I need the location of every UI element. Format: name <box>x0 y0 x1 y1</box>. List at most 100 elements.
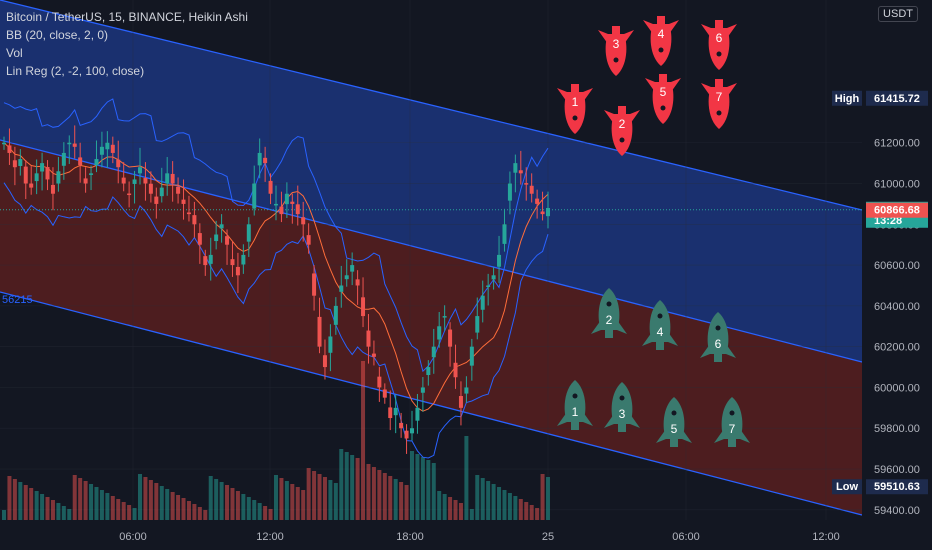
rocket-fins <box>701 24 737 38</box>
volume-bar <box>355 458 360 520</box>
candle-body <box>431 346 436 358</box>
rocket-fins <box>714 429 750 443</box>
candle-body <box>159 187 164 197</box>
candle-body <box>290 201 295 204</box>
candle-body <box>246 224 251 242</box>
candle-body <box>322 355 327 368</box>
rocket-nozzle <box>618 424 626 432</box>
volume-bar <box>546 477 550 520</box>
volume-bar <box>464 436 469 520</box>
candle-body <box>132 179 137 184</box>
candle-body <box>513 163 518 173</box>
candle-body <box>344 275 349 280</box>
volume-bar <box>18 482 23 520</box>
volume-bar <box>475 475 480 520</box>
channel-background <box>0 0 863 516</box>
candle-body <box>203 256 208 266</box>
price-tick-label: 59800.00 <box>874 423 920 435</box>
volume-indicator-label[interactable]: Vol <box>6 46 23 60</box>
rocket-fins <box>604 110 640 124</box>
candle-body <box>67 142 72 145</box>
volume-bar <box>371 467 376 520</box>
time-tick-label: 06:00 <box>119 531 147 543</box>
candle-body <box>61 152 66 166</box>
volume-bar <box>312 471 317 520</box>
volume-bar <box>99 490 104 520</box>
volume-bar <box>143 477 148 520</box>
price-tag-value: 61415.72 <box>874 93 920 105</box>
volume-bar <box>94 487 99 520</box>
candle-body <box>366 330 371 347</box>
rocket-label: 5 <box>660 85 667 99</box>
short-target-rocket: 5 <box>645 74 681 124</box>
volume-bars <box>2 361 550 520</box>
rocket-nozzle <box>657 16 665 24</box>
rocket-body <box>649 300 671 342</box>
symbol-title[interactable]: Bitcoin / TetherUS, 15, BINANCE, Heikin … <box>6 10 248 24</box>
candle-body <box>170 173 175 184</box>
volume-bar <box>34 491 39 520</box>
rocket-window <box>729 410 735 416</box>
bb-indicator-label[interactable]: BB (20, close, 2, 0) <box>6 28 109 42</box>
rocket-body <box>598 288 620 330</box>
candle-body <box>208 254 213 264</box>
candle-body <box>399 422 404 429</box>
candle-body <box>486 285 491 287</box>
candle-body <box>7 145 12 153</box>
candle-body <box>225 236 230 245</box>
candle-body <box>524 183 529 185</box>
rocket-label: 7 <box>716 90 723 104</box>
volume-bar <box>192 504 197 520</box>
candle-body <box>546 208 550 217</box>
candle-body <box>507 183 512 201</box>
volume-bar <box>301 490 306 520</box>
short-target-rocket: 6 <box>701 20 737 70</box>
rocket-body <box>652 82 674 124</box>
candle-body <box>56 171 61 184</box>
candle-body <box>263 157 268 164</box>
rocket-window <box>613 57 619 63</box>
volume-bar <box>317 474 322 520</box>
volume-bar <box>350 455 355 520</box>
volume-bar <box>127 505 132 520</box>
currency-selector[interactable]: USDT <box>878 6 918 22</box>
candle-body <box>295 204 300 215</box>
volume-bar <box>165 489 170 520</box>
linreg-indicator-label[interactable]: Lin Reg (2, -2, 100, close) <box>6 64 145 78</box>
long-target-rocket: 7 <box>714 397 750 447</box>
candle-body <box>105 142 110 150</box>
rocket-fins <box>598 30 634 44</box>
target-rockets: 1 2 3 4 5 6 7 1 2 3 4 5 6 7 <box>557 16 750 447</box>
time-tick-label: 06:00 <box>672 531 700 543</box>
candle-body <box>45 167 50 180</box>
rocket-body <box>663 397 685 439</box>
volume-bar <box>458 503 463 520</box>
candle-body <box>333 305 338 325</box>
rocket-fins <box>604 414 640 428</box>
rocket-nozzle <box>670 439 678 447</box>
volume-bar <box>268 509 273 520</box>
candle-body <box>312 273 317 296</box>
time-tick-label: 12:00 <box>256 531 284 543</box>
rocket-window <box>716 110 722 116</box>
rocket-nozzle <box>612 26 620 34</box>
candle-body <box>518 170 523 174</box>
rocket-body <box>721 397 743 439</box>
volume-bar <box>263 506 268 520</box>
volume-bar <box>420 457 425 520</box>
time-axis[interactable]: 06:00 12:00 18:00 25 06:00 12:00 <box>0 520 862 550</box>
candle-body <box>355 279 360 286</box>
price-tick-label: 60000.00 <box>874 382 920 394</box>
candle-body <box>502 224 507 244</box>
volume-bar <box>377 470 382 520</box>
price-tag-value: 59510.63 <box>874 481 920 493</box>
candle-body <box>99 146 104 155</box>
candle-body <box>388 407 393 419</box>
candle-body <box>529 185 534 194</box>
volume-bar <box>2 510 6 520</box>
candle-body <box>540 211 545 215</box>
candle-body <box>176 186 181 194</box>
candle-body <box>377 376 382 388</box>
